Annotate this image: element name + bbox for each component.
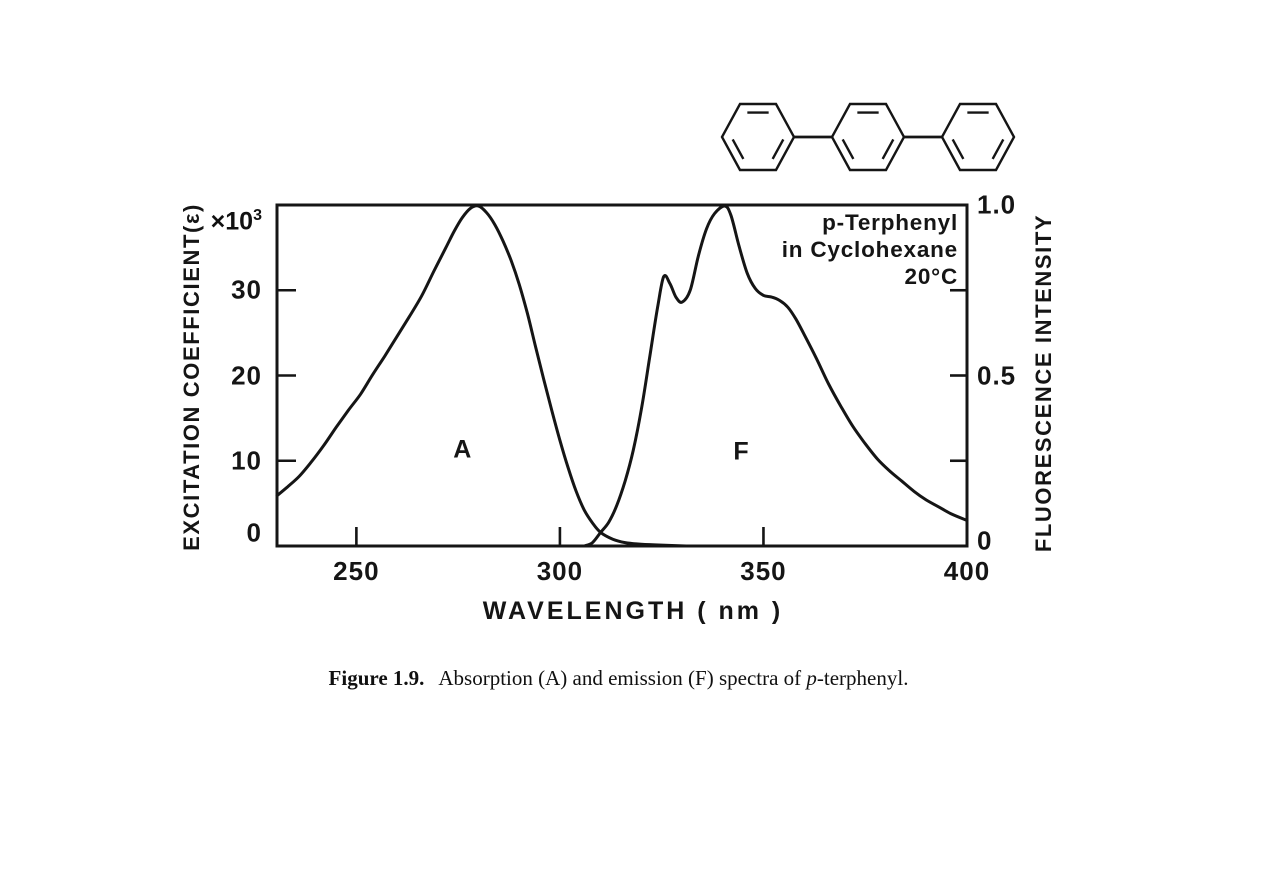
benzene-ring-1 — [720, 102, 796, 172]
emission-curve-label: F — [733, 437, 749, 466]
left-axis-scale-note: ×103 — [211, 207, 262, 236]
annotation-compound: p-Terphenyl — [822, 210, 958, 235]
annotation-temperature: 20°C — [904, 264, 958, 289]
double-bond-2-3 — [881, 138, 895, 160]
terphenyl-structure-icon — [720, 102, 1016, 172]
series-F-curve — [582, 204, 969, 548]
left-tick-label-10: 10 — [231, 445, 262, 476]
benzene-ring-3 — [940, 102, 1016, 172]
right-tick-label-0: 0 — [977, 525, 993, 556]
caption-text-after: -terphenyl. — [816, 666, 909, 690]
right-tick-label-1: 1.0 — [977, 189, 1017, 220]
x-tick-label-300: 300 — [536, 556, 584, 586]
left-tick-label-20: 20 — [231, 360, 262, 390]
annotation-solvent: in Cyclohexane — [781, 237, 958, 262]
x-tick-label-350: 350 — [740, 556, 787, 586]
plot-frame — [275, 203, 969, 548]
left-tick-label-30: 30 — [231, 274, 262, 305]
double-bond-3-2 — [951, 138, 965, 160]
double-bond-1-3 — [771, 138, 785, 160]
benzene-ring-2 — [830, 102, 906, 172]
x-axis-title: WAVELENGTH ( nm ) — [482, 597, 784, 625]
x-tick-label-250: 250 — [333, 556, 380, 586]
right-tick-label-0.5: 0.5 — [977, 360, 1017, 390]
left-axis-title: EXCITATION COEFFICIENT(ε) — [179, 203, 204, 551]
right-axis-title: FLUORESCENCE INTENSITY — [1031, 213, 1056, 553]
sample-annotation: p-Terphenyl in Cyclohexane 20°C — [782, 209, 958, 290]
double-bond-2-2 — [841, 138, 855, 160]
figure-number: Figure 1.9. — [328, 666, 425, 690]
series-A-curve — [275, 204, 688, 548]
double-bond-3-3 — [991, 138, 1005, 160]
figure-caption: Figure 1.9. Absorption (A) and emission (… — [0, 666, 1237, 691]
double-bond-1-2 — [731, 138, 745, 160]
absorption-curve-label: A — [453, 435, 472, 464]
x-tick-label-400: 400 — [943, 556, 991, 586]
caption-italic-p: p — [806, 666, 817, 690]
left-tick-label-0: 0 — [246, 517, 262, 548]
scale-base: ×10 — [210, 207, 254, 236]
scale-exponent: 3 — [253, 207, 262, 224]
caption-text-before: Absorption (A) and emission (F) spectra … — [438, 666, 807, 690]
